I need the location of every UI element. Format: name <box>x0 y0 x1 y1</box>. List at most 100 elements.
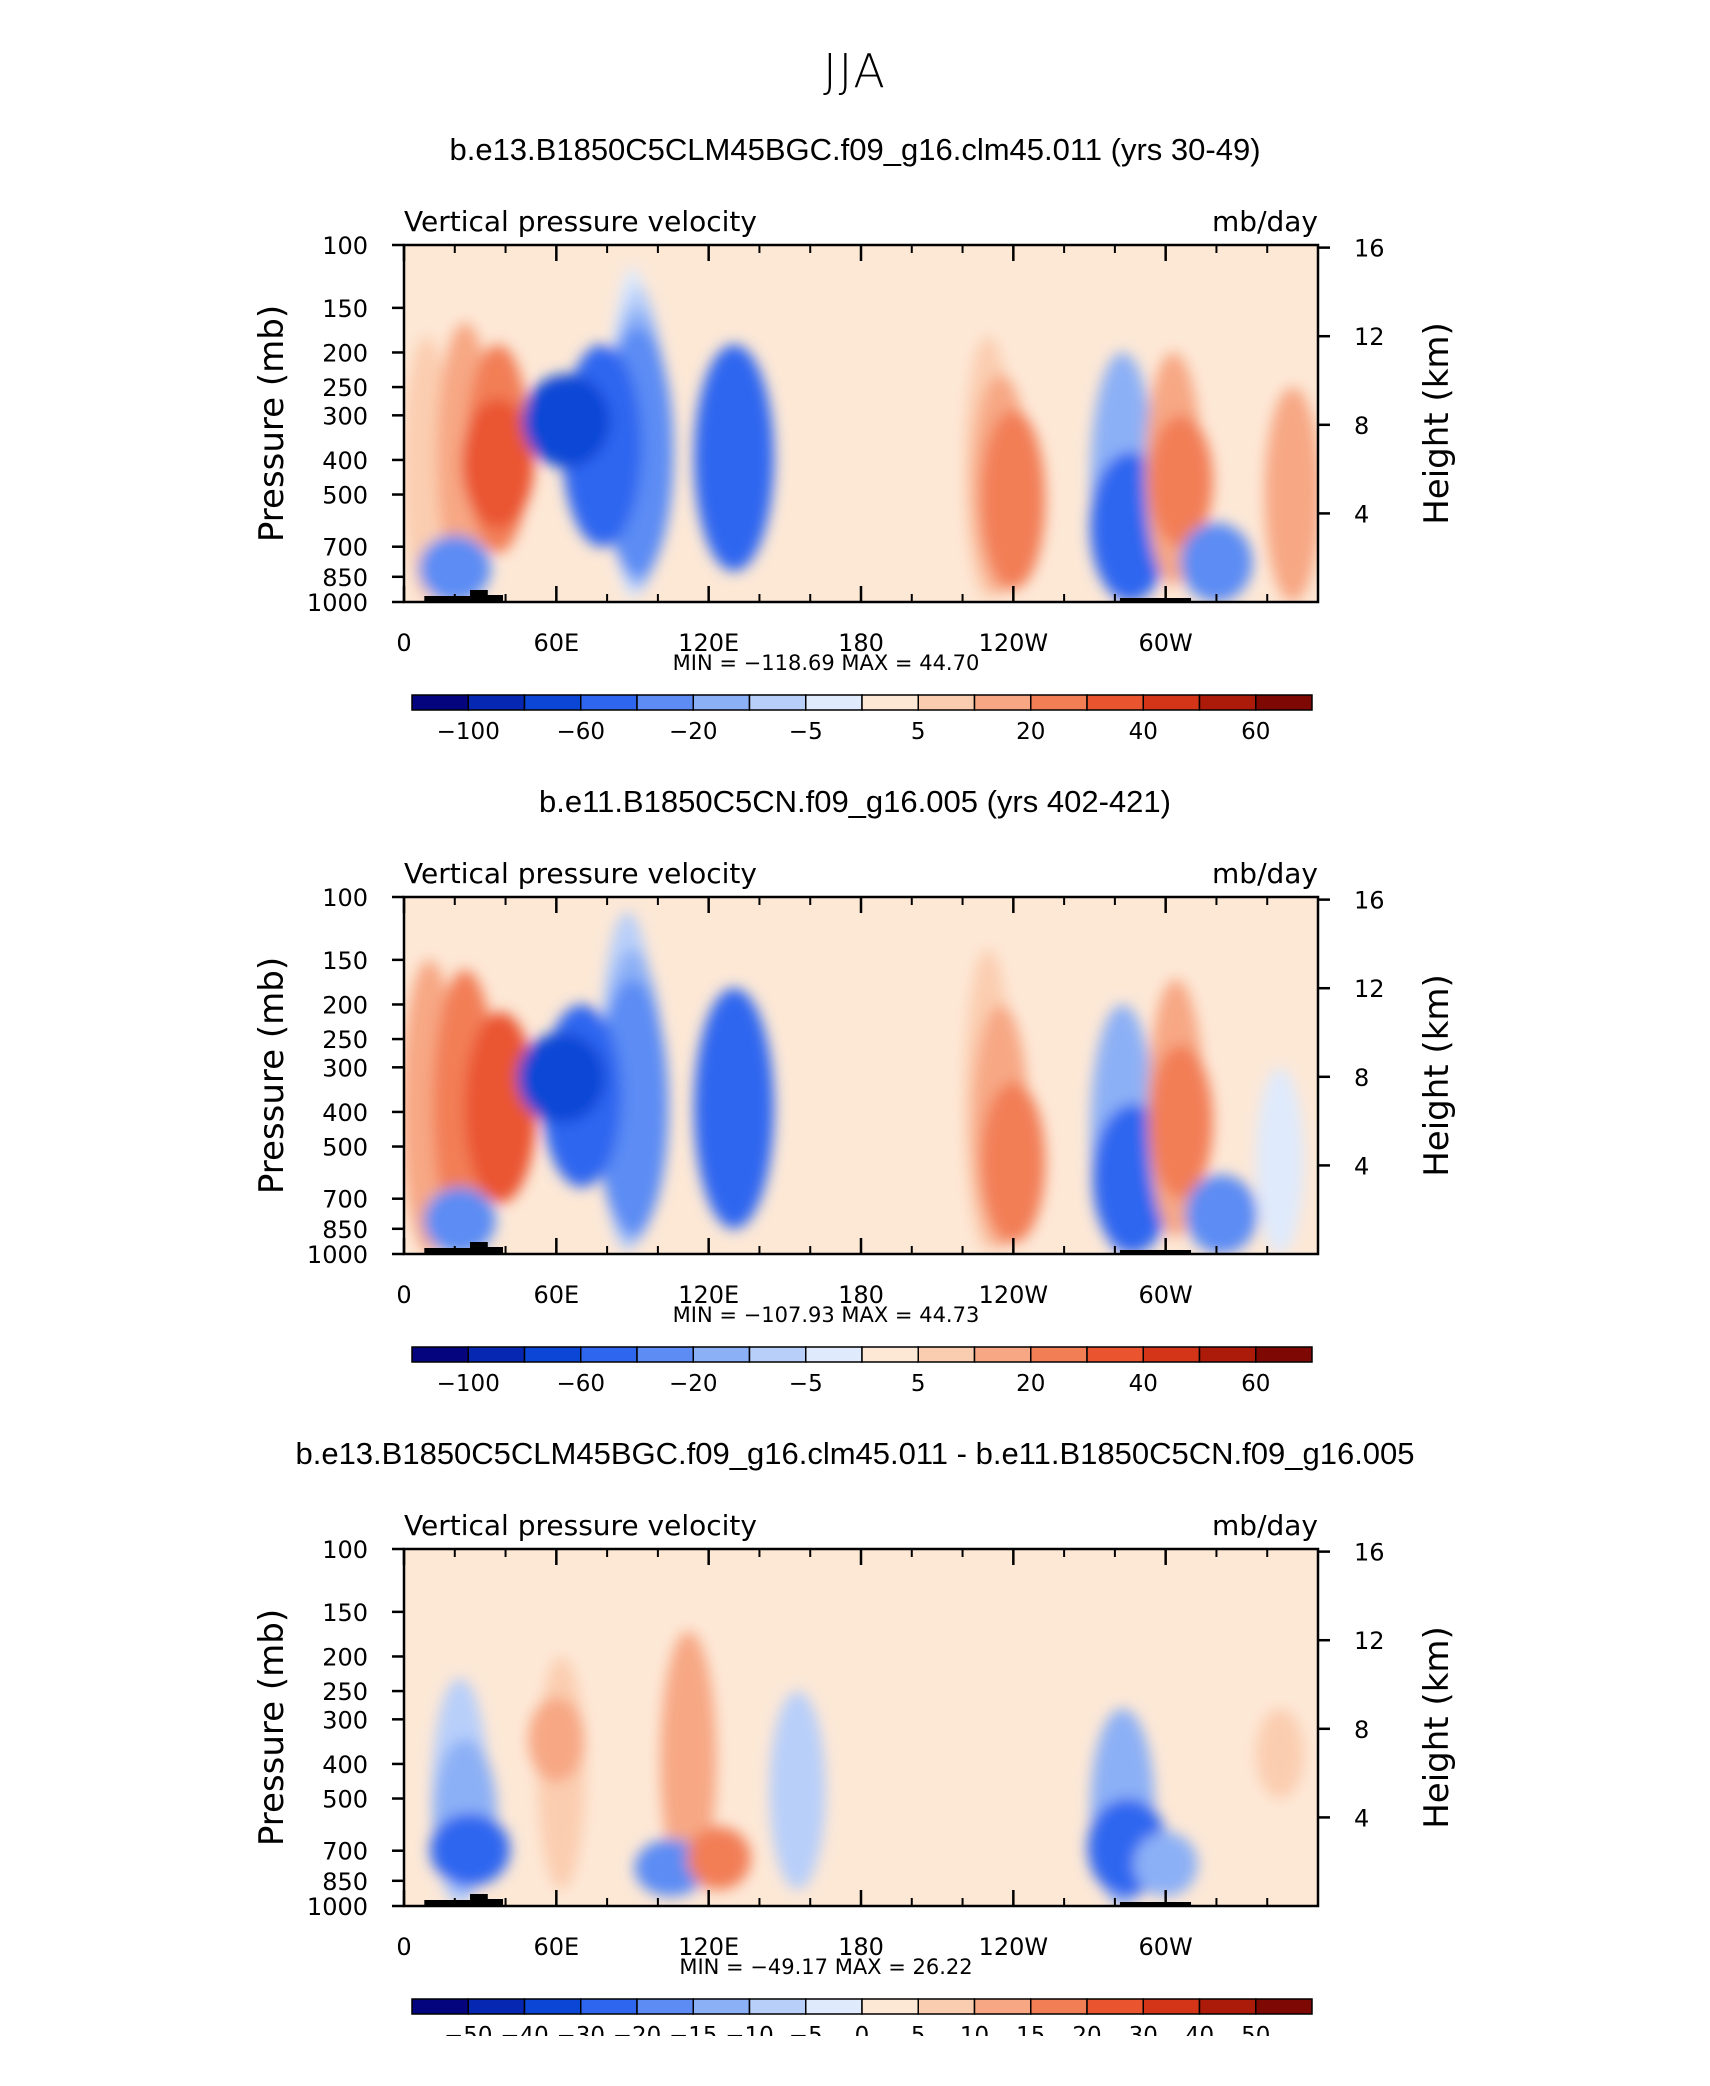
y-tick-label: 500 <box>322 482 368 510</box>
y-tick-label: 300 <box>322 402 368 430</box>
colorbar-label: 5 <box>911 1371 926 1397</box>
panel-chart: Vertical pressure velocity mb/day 0 60E 120E… <box>252 857 1457 1397</box>
colorbar-label: −20 <box>669 1371 718 1397</box>
colorbar-box <box>467 1346 526 1363</box>
colorbar-box <box>917 694 976 711</box>
y-tick-label: 150 <box>322 295 368 323</box>
colorbar-label: 40 <box>1129 719 1158 745</box>
panel-2: b.e11.B1850C5CN.f09_g16.005 (yrs 402-421… <box>0 784 1710 1434</box>
field-label: Vertical pressure velocity <box>404 1509 757 1542</box>
height-tick-label: 16 <box>1354 1539 1385 1567</box>
y-tick-label: 500 <box>322 1786 368 1814</box>
topography <box>424 590 504 602</box>
colorbar-box <box>973 694 1032 711</box>
contour-blob <box>1255 1067 1304 1254</box>
colorbar-box <box>1255 1346 1313 1363</box>
colorbar-box <box>1086 694 1144 711</box>
colorbar-box <box>973 1346 1032 1363</box>
x-tick-label: 0 <box>396 629 411 657</box>
height-tick-label: 16 <box>1354 887 1385 915</box>
y-tick-label: 300 <box>322 1706 368 1734</box>
height-tick-label: 4 <box>1354 1152 1369 1180</box>
contour-blob <box>461 398 534 528</box>
x-tick-label: 120W <box>979 629 1049 657</box>
colorbar-box <box>973 1998 1032 2015</box>
y-tick-label: 150 <box>322 947 368 975</box>
contour-blob <box>596 979 669 1235</box>
colorbar-label: 15 <box>1016 2023 1045 2036</box>
colorbar-box <box>1142 1998 1201 2015</box>
colorbar-label: 0 <box>855 2023 870 2036</box>
colorbar-box <box>411 1346 469 1363</box>
colorbar-box <box>917 1998 976 2015</box>
colorbar-box <box>1198 1346 1257 1363</box>
colorbar-label: 30 <box>1129 2023 1158 2036</box>
topography <box>424 1242 504 1254</box>
colorbar-label: −10 <box>725 2023 774 2036</box>
colorbar-label: −5 <box>789 719 823 745</box>
colorbar-label: −60 <box>556 719 605 745</box>
y-tick-label: 1000 <box>307 1893 368 1921</box>
colorbar-box <box>1198 694 1257 711</box>
contour-blob <box>660 1631 717 1890</box>
colorbar-box <box>1030 1998 1088 2015</box>
colorbar-label: 10 <box>960 2023 989 2036</box>
colorbar-label: 20 <box>1072 2023 1101 2036</box>
contour-blob <box>1148 1045 1213 1199</box>
colorbar-label: −5 <box>789 1371 823 1397</box>
y-tick-label: 850 <box>322 1868 368 1896</box>
colorbar-box <box>467 694 526 711</box>
y-tick-label: 400 <box>322 1751 368 1779</box>
height-tick-label: 4 <box>1354 500 1369 528</box>
height-tick-label: 12 <box>1354 975 1385 1003</box>
field-label: Vertical pressure velocity <box>404 205 757 238</box>
colorbar-box <box>523 1346 582 1363</box>
colorbar-label: 5 <box>911 2023 926 2036</box>
panel-3: b.e13.B1850C5CLM45BGC.f09_g16.clm45.011 … <box>0 1436 1710 2086</box>
height-axis-label: Height (km) <box>1417 974 1457 1177</box>
colorbar-box <box>411 694 469 711</box>
y-tick-label: 500 <box>322 1134 368 1162</box>
panel-chart: Vertical pressure velocity mb/day 0 60E 120E… <box>252 1509 1457 2036</box>
contour-blob <box>917 245 958 596</box>
colorbar-box <box>748 1346 807 1363</box>
x-tick-label: 180 <box>838 1281 884 1309</box>
colorbar-box <box>523 694 582 711</box>
contour-blob <box>464 1012 537 1204</box>
colorbar-box <box>411 1998 469 2015</box>
y-tick-label: 200 <box>322 991 368 1019</box>
contour-blob <box>1185 1174 1258 1254</box>
contour-blob <box>1180 522 1253 602</box>
contour-blob <box>981 410 1046 590</box>
colorbar-box <box>1255 694 1313 711</box>
contour-blob <box>430 1813 511 1887</box>
contour-blob <box>769 1691 826 1890</box>
x-tick-label: 60E <box>533 629 579 657</box>
colorbar-box <box>523 1998 582 2015</box>
height-tick-label: 12 <box>1354 1627 1385 1655</box>
x-tick-label: 120E <box>678 1281 739 1309</box>
height-tick-label: 16 <box>1354 235 1385 263</box>
x-tick-label: 60E <box>533 1281 579 1309</box>
y-tick-label: 150 <box>322 1599 368 1627</box>
x-tick-label: 60E <box>533 1933 579 1961</box>
contour-blob <box>528 1697 585 1783</box>
contour-blob <box>686 1826 751 1890</box>
contour-field <box>404 245 1318 602</box>
contour-blob <box>517 1032 606 1124</box>
height-tick-label: 8 <box>1354 1064 1369 1092</box>
colorbar-label: −60 <box>556 1371 605 1397</box>
y-tick-label: 100 <box>322 1536 368 1564</box>
y-tick-label: 700 <box>322 1838 368 1866</box>
y-tick-label: 100 <box>322 884 368 912</box>
colorbar-label: −15 <box>669 2023 718 2036</box>
colorbar-label: 60 <box>1241 1371 1270 1397</box>
colorbar-label: −100 <box>437 1371 500 1397</box>
y-tick-label: 100 <box>322 232 368 260</box>
panel-title: b.e13.B1850C5CLM45BGC.f09_g16.clm45.011 … <box>295 1436 1415 1471</box>
contour-blob <box>1133 1831 1198 1897</box>
min-max-label: MIN = −118.69 MAX = 44.70 <box>673 651 980 675</box>
colorbar-label: −5 <box>789 2023 823 2036</box>
y-axis-label: Pressure (mb) <box>252 1609 292 1846</box>
colorbar-box <box>1030 1346 1088 1363</box>
